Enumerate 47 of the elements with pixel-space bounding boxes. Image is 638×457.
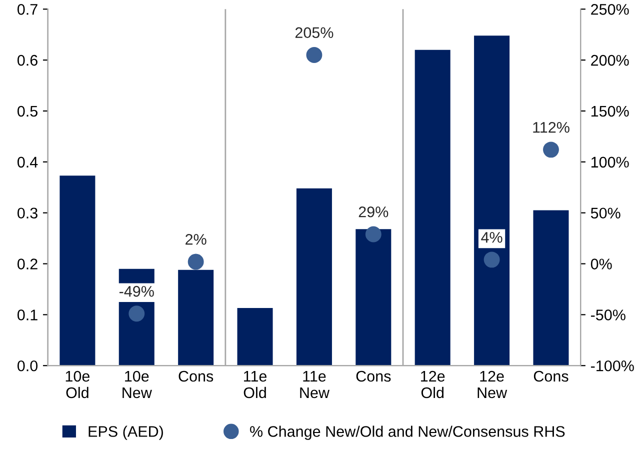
- bar: [356, 229, 392, 366]
- y2-tick-label: 100%: [591, 156, 629, 168]
- y-tick-label: 0.2: [17, 258, 38, 270]
- x-tick-label: 12e New: [478, 370, 508, 398]
- point: [484, 252, 500, 268]
- x-tick-label: Cons: [178, 370, 214, 382]
- y2-tick-label: 250%: [591, 4, 629, 15]
- x-tick-label: Cons: [534, 370, 568, 382]
- x-tick-label: 11e Old: [244, 371, 267, 398]
- y-tick-label: 0.1: [17, 310, 38, 320]
- data-label: 29%: [358, 206, 388, 218]
- x-tick-label: 12e Old: [421, 370, 445, 398]
- y2-tick-label: 150%: [591, 106, 629, 117]
- bar: [178, 270, 214, 366]
- data-label: 4%: [481, 232, 502, 243]
- y-tick-label: 0.3: [17, 208, 38, 219]
- point: [365, 226, 382, 242]
- point: [543, 142, 559, 158]
- legend-label: EPS (AED): [88, 426, 163, 440]
- x-tick-label: Cons: [356, 370, 391, 382]
- x-tick-label: 10e New: [122, 370, 152, 398]
- x-tick-label: 11e New: [300, 371, 330, 398]
- y-tick-label: 0.6: [17, 54, 38, 66]
- x-tick-label: 10e Old: [66, 370, 90, 398]
- bar: [237, 308, 273, 366]
- y-tick-label: 0.0: [17, 360, 38, 372]
- bar: [533, 210, 569, 366]
- point: [306, 46, 322, 63]
- data-label: 2%: [186, 234, 206, 245]
- bar: [414, 50, 450, 366]
- y2-tick-label: 200%: [591, 54, 629, 66]
- y-tick-label: 0.4: [17, 156, 38, 168]
- y2-tick-label: 50%: [590, 208, 620, 219]
- data-label: -49%: [119, 286, 154, 297]
- legend-label: % Change New/Old and New/Consensus RHS: [250, 426, 565, 440]
- y2-tick-label: -50%: [590, 310, 626, 320]
- y2-tick-label: -100%: [590, 360, 634, 372]
- data-label: 205%: [295, 27, 334, 38]
- point: [188, 254, 204, 270]
- y-tick-label: 0.7: [17, 4, 38, 15]
- point: [128, 306, 145, 322]
- bar: [296, 188, 332, 366]
- bar: [474, 36, 510, 366]
- y-tick-label: 0.5: [17, 106, 38, 117]
- bar: [60, 176, 96, 366]
- y2-tick-label: 0%: [590, 258, 612, 270]
- data-label: 112%: [533, 122, 570, 133]
